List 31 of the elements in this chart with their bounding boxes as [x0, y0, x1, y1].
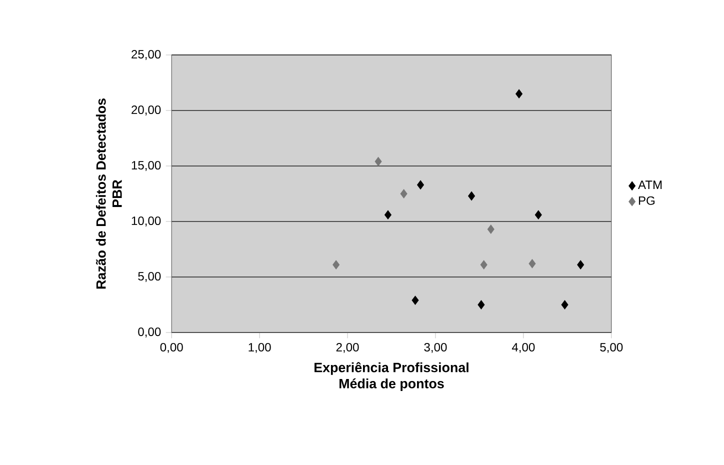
legend-label: ATM	[638, 180, 662, 189]
x-tick-label: 4,00	[512, 342, 535, 353]
point	[528, 259, 536, 268]
y-tick-label: 0,00	[138, 327, 161, 338]
point	[561, 300, 568, 310]
y-tick-label: 10,00	[132, 216, 161, 226]
x-tick-label: 3,00	[424, 342, 447, 353]
y-tick-label: 25,00	[132, 50, 161, 60]
point	[534, 210, 542, 220]
y-tick-label: 15,00	[132, 160, 161, 171]
y-tick-label: 20,00	[132, 105, 161, 116]
x-axis-title: Experiência Profissional Média de pontos	[314, 362, 468, 391]
x-tick-label: 0,00	[160, 342, 183, 353]
point	[516, 89, 523, 98]
legend-label: PG	[638, 196, 655, 205]
y-axis-title: Razão de Defeitos Detectados PBR	[96, 98, 122, 288]
x-tick-label: 5,00	[600, 342, 623, 353]
point	[374, 156, 382, 166]
point	[412, 296, 419, 305]
point	[384, 210, 392, 220]
point	[480, 260, 488, 270]
y-tick-label: 5,00	[138, 272, 161, 282]
point	[478, 300, 485, 310]
x-tick-label: 2,00	[336, 342, 359, 353]
x-tick-label: 1,00	[248, 342, 271, 353]
point	[417, 180, 424, 190]
point	[400, 189, 408, 198]
point	[577, 260, 584, 270]
point	[468, 191, 476, 200]
point	[487, 224, 494, 234]
point	[332, 260, 340, 270]
